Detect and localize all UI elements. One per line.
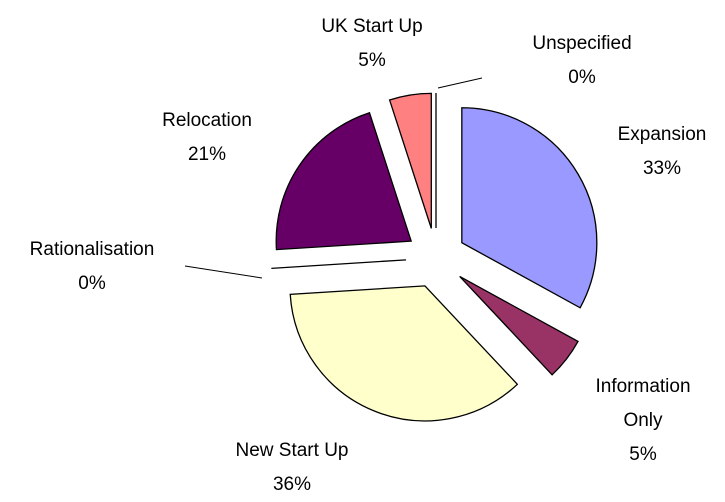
slice-label: Information Only 5% [583, 370, 703, 472]
slice-name: New Start Up [235, 440, 349, 461]
slice-name: UK Start Up [321, 16, 423, 37]
slice-value: 21% [187, 144, 227, 165]
slice-label: Expansion 33% [587, 118, 725, 186]
slice-name: Information Only [595, 376, 691, 431]
slice-value: 5% [629, 444, 657, 465]
pie-slice [388, 92, 432, 229]
slice-value: 33% [642, 158, 682, 179]
slice-label: Relocation 21% [132, 104, 282, 172]
slice-value: 5% [358, 50, 386, 71]
slice-label: Unspecified 0% [507, 27, 657, 95]
slice-label: New Start Up 36% [217, 434, 367, 502]
slice-name: Expansion [617, 124, 707, 145]
slice-label: Rationalisation 0% [17, 233, 167, 301]
pie-slice [275, 111, 413, 251]
leader-line [437, 77, 483, 89]
slice-value: 0% [568, 67, 596, 88]
slice-value: 0% [78, 273, 106, 294]
pie-slice [289, 285, 519, 422]
slice-label: UK Start Up 5% [297, 10, 447, 78]
pie-slice [271, 259, 407, 270]
pie-slice [461, 107, 598, 309]
slice-name: Relocation [162, 110, 252, 131]
slice-value: 36% [272, 474, 312, 495]
slice-name: Unspecified [532, 33, 632, 54]
slice-name: Rationalisation [29, 239, 155, 260]
leader-line [184, 265, 263, 279]
pie-slice [459, 275, 579, 376]
